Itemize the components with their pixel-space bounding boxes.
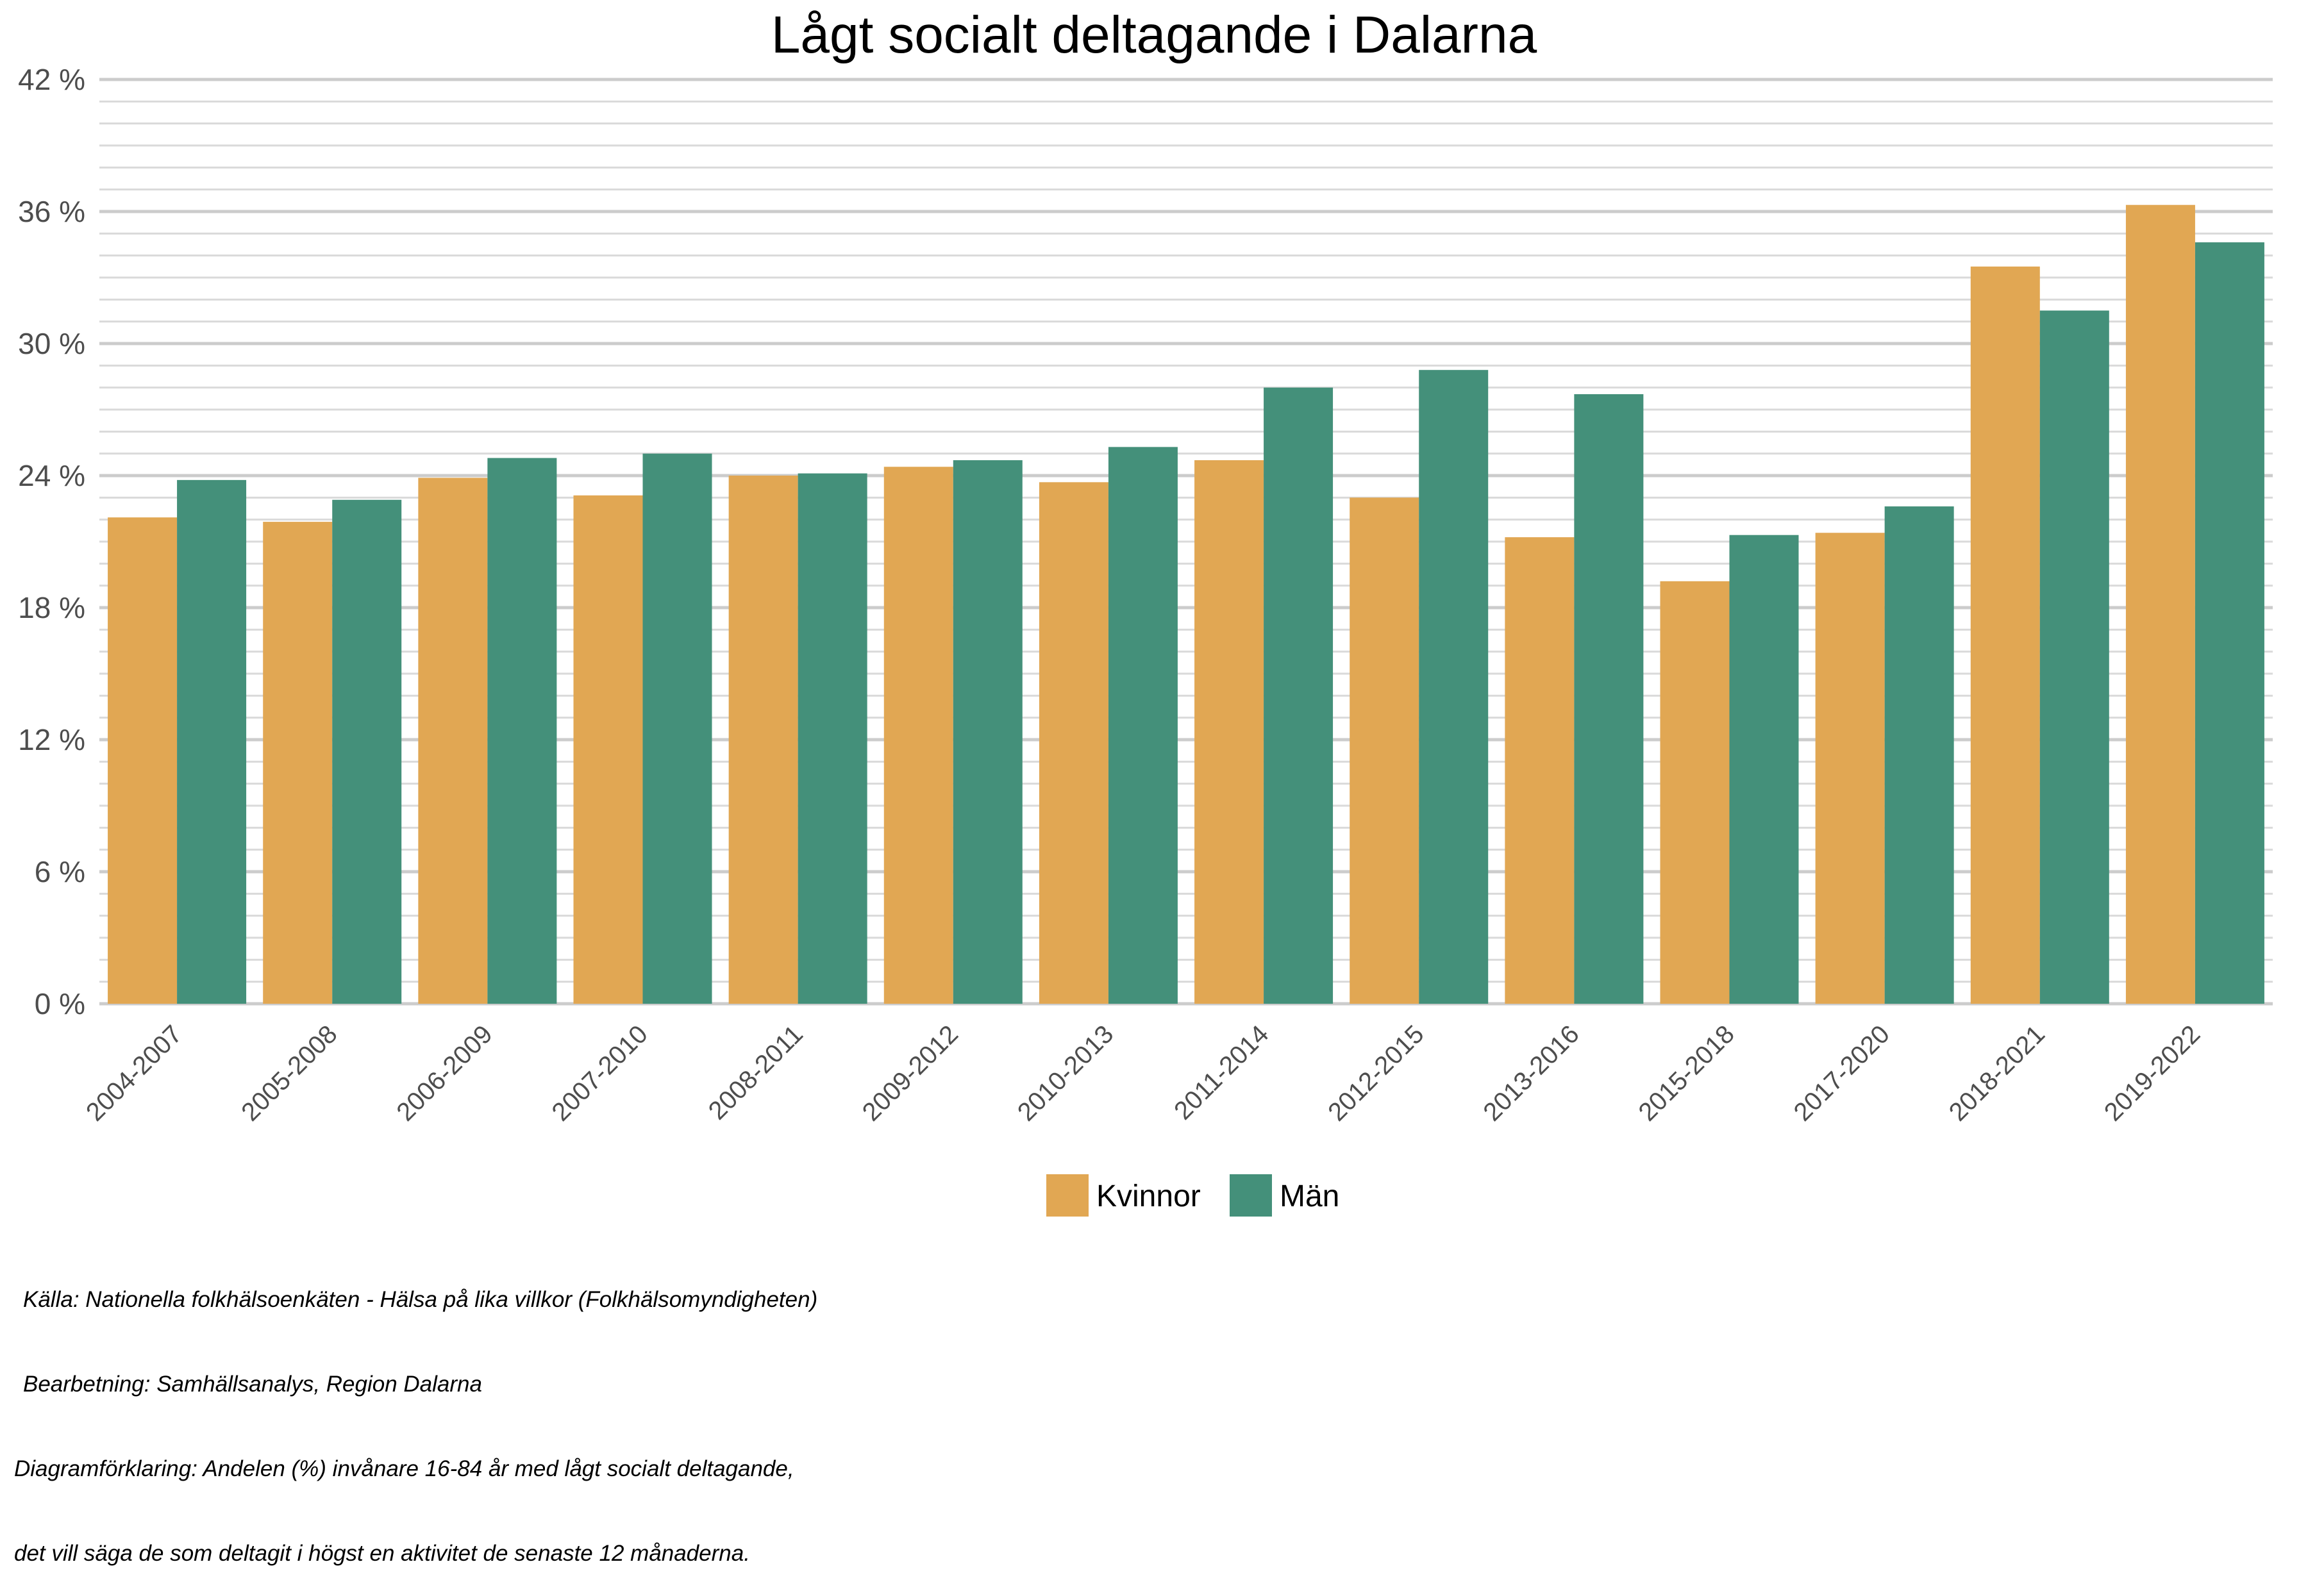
bar-man-2008-2011 <box>798 473 867 1004</box>
x-tick-label: 2015-2018 <box>1633 1020 1739 1126</box>
legend-swatch-kvinnor <box>1046 1174 1089 1217</box>
bar-kvinnor-2004-2007 <box>108 517 178 1004</box>
bar-kvinnor-2018-2021 <box>1970 266 2040 1004</box>
x-axis: 2004-2007 2005-2008 2006-2009 2007-2010 2008… <box>81 1020 2205 1126</box>
y-tick-label: 12 % <box>18 723 85 756</box>
x-tick-label: 2007-2010 <box>546 1020 653 1126</box>
bar-kvinnor-2008-2011 <box>728 476 798 1004</box>
x-tick-label: 2006-2009 <box>391 1020 498 1126</box>
legend: Kvinnor Män <box>1046 1174 1339 1217</box>
bar-man-2009-2012 <box>953 460 1023 1004</box>
bar-kvinnor-2006-2009 <box>418 478 488 1004</box>
bar-man-2019-2022 <box>2195 242 2264 1004</box>
bar-man-2010-2013 <box>1108 447 1178 1004</box>
bar-man-2006-2009 <box>487 458 557 1004</box>
y-tick-label: 0 % <box>35 987 85 1020</box>
bar-kvinnor-2013-2016 <box>1505 537 1575 1004</box>
chart-title: Lågt socialt deltagande i Dalarna <box>771 6 1537 64</box>
bar-man-2015-2018 <box>1729 535 1799 1004</box>
x-tick-label: 2017-2020 <box>1789 1020 1895 1126</box>
bars <box>108 204 2264 1004</box>
x-tick-label: 2013-2016 <box>1478 1020 1584 1126</box>
x-tick-label: 2005-2008 <box>236 1020 342 1126</box>
x-tick-label: 2019-2022 <box>2099 1020 2205 1126</box>
bar-kvinnor-2011-2014 <box>1194 460 1264 1004</box>
y-tick-label: 42 % <box>18 63 85 96</box>
bar-kvinnor-2017-2020 <box>1815 533 1885 1004</box>
x-tick-label: 2011-2014 <box>1169 1020 1274 1125</box>
caption-explanation-line-1: Diagramförklaring: Andelen (%) invånare … <box>14 1456 794 1481</box>
x-tick-label: 2008-2011 <box>703 1020 808 1125</box>
x-tick-label: 2012-2015 <box>1323 1020 1429 1126</box>
bar-man-2013-2016 <box>1574 394 1644 1004</box>
caption-processing: Bearbetning: Samhällsanalys, Region Dala… <box>23 1372 482 1397</box>
legend-swatch-man <box>1230 1174 1272 1217</box>
caption-source: Källa: Nationella folkhälsoenkäten - Häl… <box>23 1287 818 1312</box>
y-tick-label: 30 % <box>18 327 85 360</box>
x-tick-label: 2010-2013 <box>1012 1020 1119 1126</box>
chart-caption: Källa: Nationella folkhälsoenkäten - Häl… <box>14 1229 817 1596</box>
bar-kvinnor-2012-2015 <box>1350 497 1419 1004</box>
y-tick-label: 18 % <box>18 591 85 624</box>
bar-man-2017-2020 <box>1884 506 1954 1004</box>
x-tick-label: 2009-2012 <box>857 1020 964 1126</box>
x-tick-label: 2004-2007 <box>81 1020 187 1126</box>
y-tick-label: 36 % <box>18 195 85 228</box>
x-tick-label: 2018-2021 <box>1944 1020 2050 1126</box>
bar-kvinnor-2015-2018 <box>1660 581 1730 1004</box>
y-tick-label: 24 % <box>18 459 85 492</box>
bar-man-2018-2021 <box>2039 310 2109 1004</box>
bar-man-2004-2007 <box>177 479 247 1004</box>
y-axis: 0 % 6 % 12 % 18 % 24 % 30 % 36 % 42 % <box>18 63 85 1020</box>
legend-label-man: Män <box>1280 1179 1339 1213</box>
y-tick-label: 6 % <box>35 855 85 888</box>
bar-kvinnor-2005-2008 <box>263 522 333 1004</box>
bar-man-2012-2015 <box>1419 370 1489 1004</box>
legend-label-kvinnor: Kvinnor <box>1096 1179 1201 1213</box>
bar-man-2007-2010 <box>642 453 712 1004</box>
bar-chart: Lågt socialt deltagande i Dalarna 0 % 6 %… <box>18 6 2273 1217</box>
bar-kvinnor-2009-2012 <box>883 467 953 1004</box>
bar-kvinnor-2019-2022 <box>2125 204 2195 1004</box>
caption-explanation-line-2: det vill säga de som deltagit i högst en… <box>14 1541 750 1566</box>
bar-man-2005-2008 <box>332 499 402 1004</box>
bar-man-2011-2014 <box>1264 387 1334 1004</box>
bar-kvinnor-2007-2010 <box>573 495 643 1004</box>
bar-kvinnor-2010-2013 <box>1039 482 1108 1004</box>
